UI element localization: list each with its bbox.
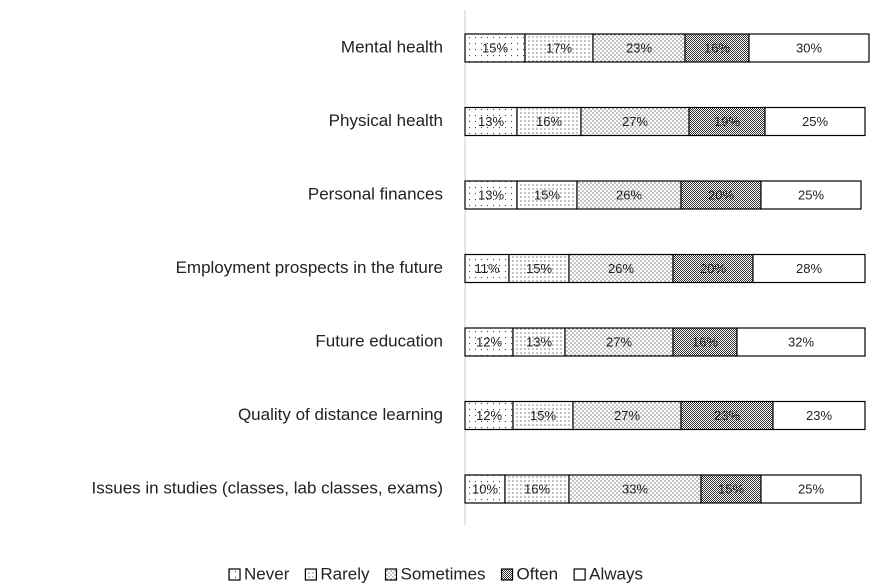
bar-segment	[772, 400, 866, 431]
value-label: 15%	[530, 408, 556, 423]
value-label: 16%	[536, 114, 562, 129]
bar-segment	[576, 180, 682, 210]
bar-segment	[760, 474, 862, 504]
value-label: 16%	[524, 481, 550, 496]
value-label: 13%	[526, 334, 552, 349]
category-label: Physical health	[329, 111, 443, 130]
bar-segment	[464, 327, 514, 357]
bar-segment	[736, 327, 866, 357]
value-label: 13%	[478, 114, 504, 129]
legend-swatch	[384, 568, 398, 581]
value-label: 12%	[476, 408, 502, 423]
value-label: 10%	[472, 481, 498, 496]
value-label: 16%	[704, 40, 730, 55]
legend-label: Rarely	[320, 564, 370, 583]
value-label: 27%	[614, 408, 640, 423]
value-label: 19%	[714, 114, 740, 129]
legend-label: Sometimes	[401, 564, 486, 583]
bar-segment	[764, 106, 866, 137]
bar-segment	[564, 327, 674, 357]
legend-swatch	[304, 568, 317, 581]
value-label: 26%	[608, 261, 634, 276]
legend-label: Never	[244, 564, 290, 583]
legend-swatch	[573, 568, 586, 581]
value-label: 27%	[622, 114, 648, 129]
value-label: 13%	[478, 187, 504, 202]
legend-swatch	[500, 568, 514, 581]
value-label: 25%	[798, 481, 824, 496]
bar-segment	[464, 180, 518, 210]
bar-segment	[508, 253, 570, 284]
value-label: 27%	[606, 334, 632, 349]
value-label: 25%	[798, 187, 824, 202]
bar-segment	[672, 253, 754, 284]
value-label: 30%	[796, 40, 822, 55]
category-label: Issues in studies (classes, lab classes,…	[92, 478, 443, 497]
category-label: Quality of distance learning	[238, 405, 443, 424]
bar-segment	[680, 180, 762, 210]
value-label: 11%	[474, 261, 499, 276]
value-label: 12%	[476, 334, 502, 349]
bar-segment	[464, 253, 510, 284]
bar-segment	[568, 253, 674, 284]
category-label: Employment prospects in the future	[176, 258, 443, 277]
value-label: 26%	[616, 187, 642, 202]
value-label: 23%	[714, 408, 740, 423]
bar-segment	[748, 33, 870, 63]
value-label: 23%	[806, 408, 832, 423]
value-label: 32%	[788, 334, 814, 349]
value-label: 15%	[534, 187, 560, 202]
bar-segment	[568, 474, 702, 504]
value-label: 15%	[718, 481, 744, 496]
value-label: 15%	[482, 40, 508, 55]
bar-segment	[504, 474, 570, 504]
bar-segment	[760, 180, 862, 210]
value-label: 20%	[700, 261, 726, 276]
category-label: Future education	[315, 331, 443, 350]
bar-segment	[680, 400, 774, 431]
value-label: 28%	[796, 261, 822, 276]
value-label: 16%	[692, 334, 718, 349]
category-label: Mental health	[341, 37, 443, 56]
bar-segment	[688, 106, 766, 137]
legend-swatch	[228, 568, 241, 581]
bar-segment	[700, 474, 762, 504]
value-label: 23%	[626, 40, 652, 55]
bar-segment	[464, 400, 514, 431]
value-label: 25%	[802, 114, 828, 129]
value-label: 15%	[526, 261, 552, 276]
bar-segment	[752, 253, 866, 284]
category-label: Personal finances	[308, 184, 443, 203]
bar-segment	[524, 33, 594, 63]
legend-label: Always	[589, 564, 643, 583]
bar-segment	[572, 400, 682, 431]
bar-segment	[512, 400, 574, 431]
value-label: 33%	[622, 481, 648, 496]
bar-segment	[672, 327, 738, 357]
legend-label: Often	[517, 564, 559, 583]
value-label: 20%	[708, 187, 734, 202]
value-label: 17%	[546, 40, 572, 55]
bar-segment	[592, 33, 686, 63]
